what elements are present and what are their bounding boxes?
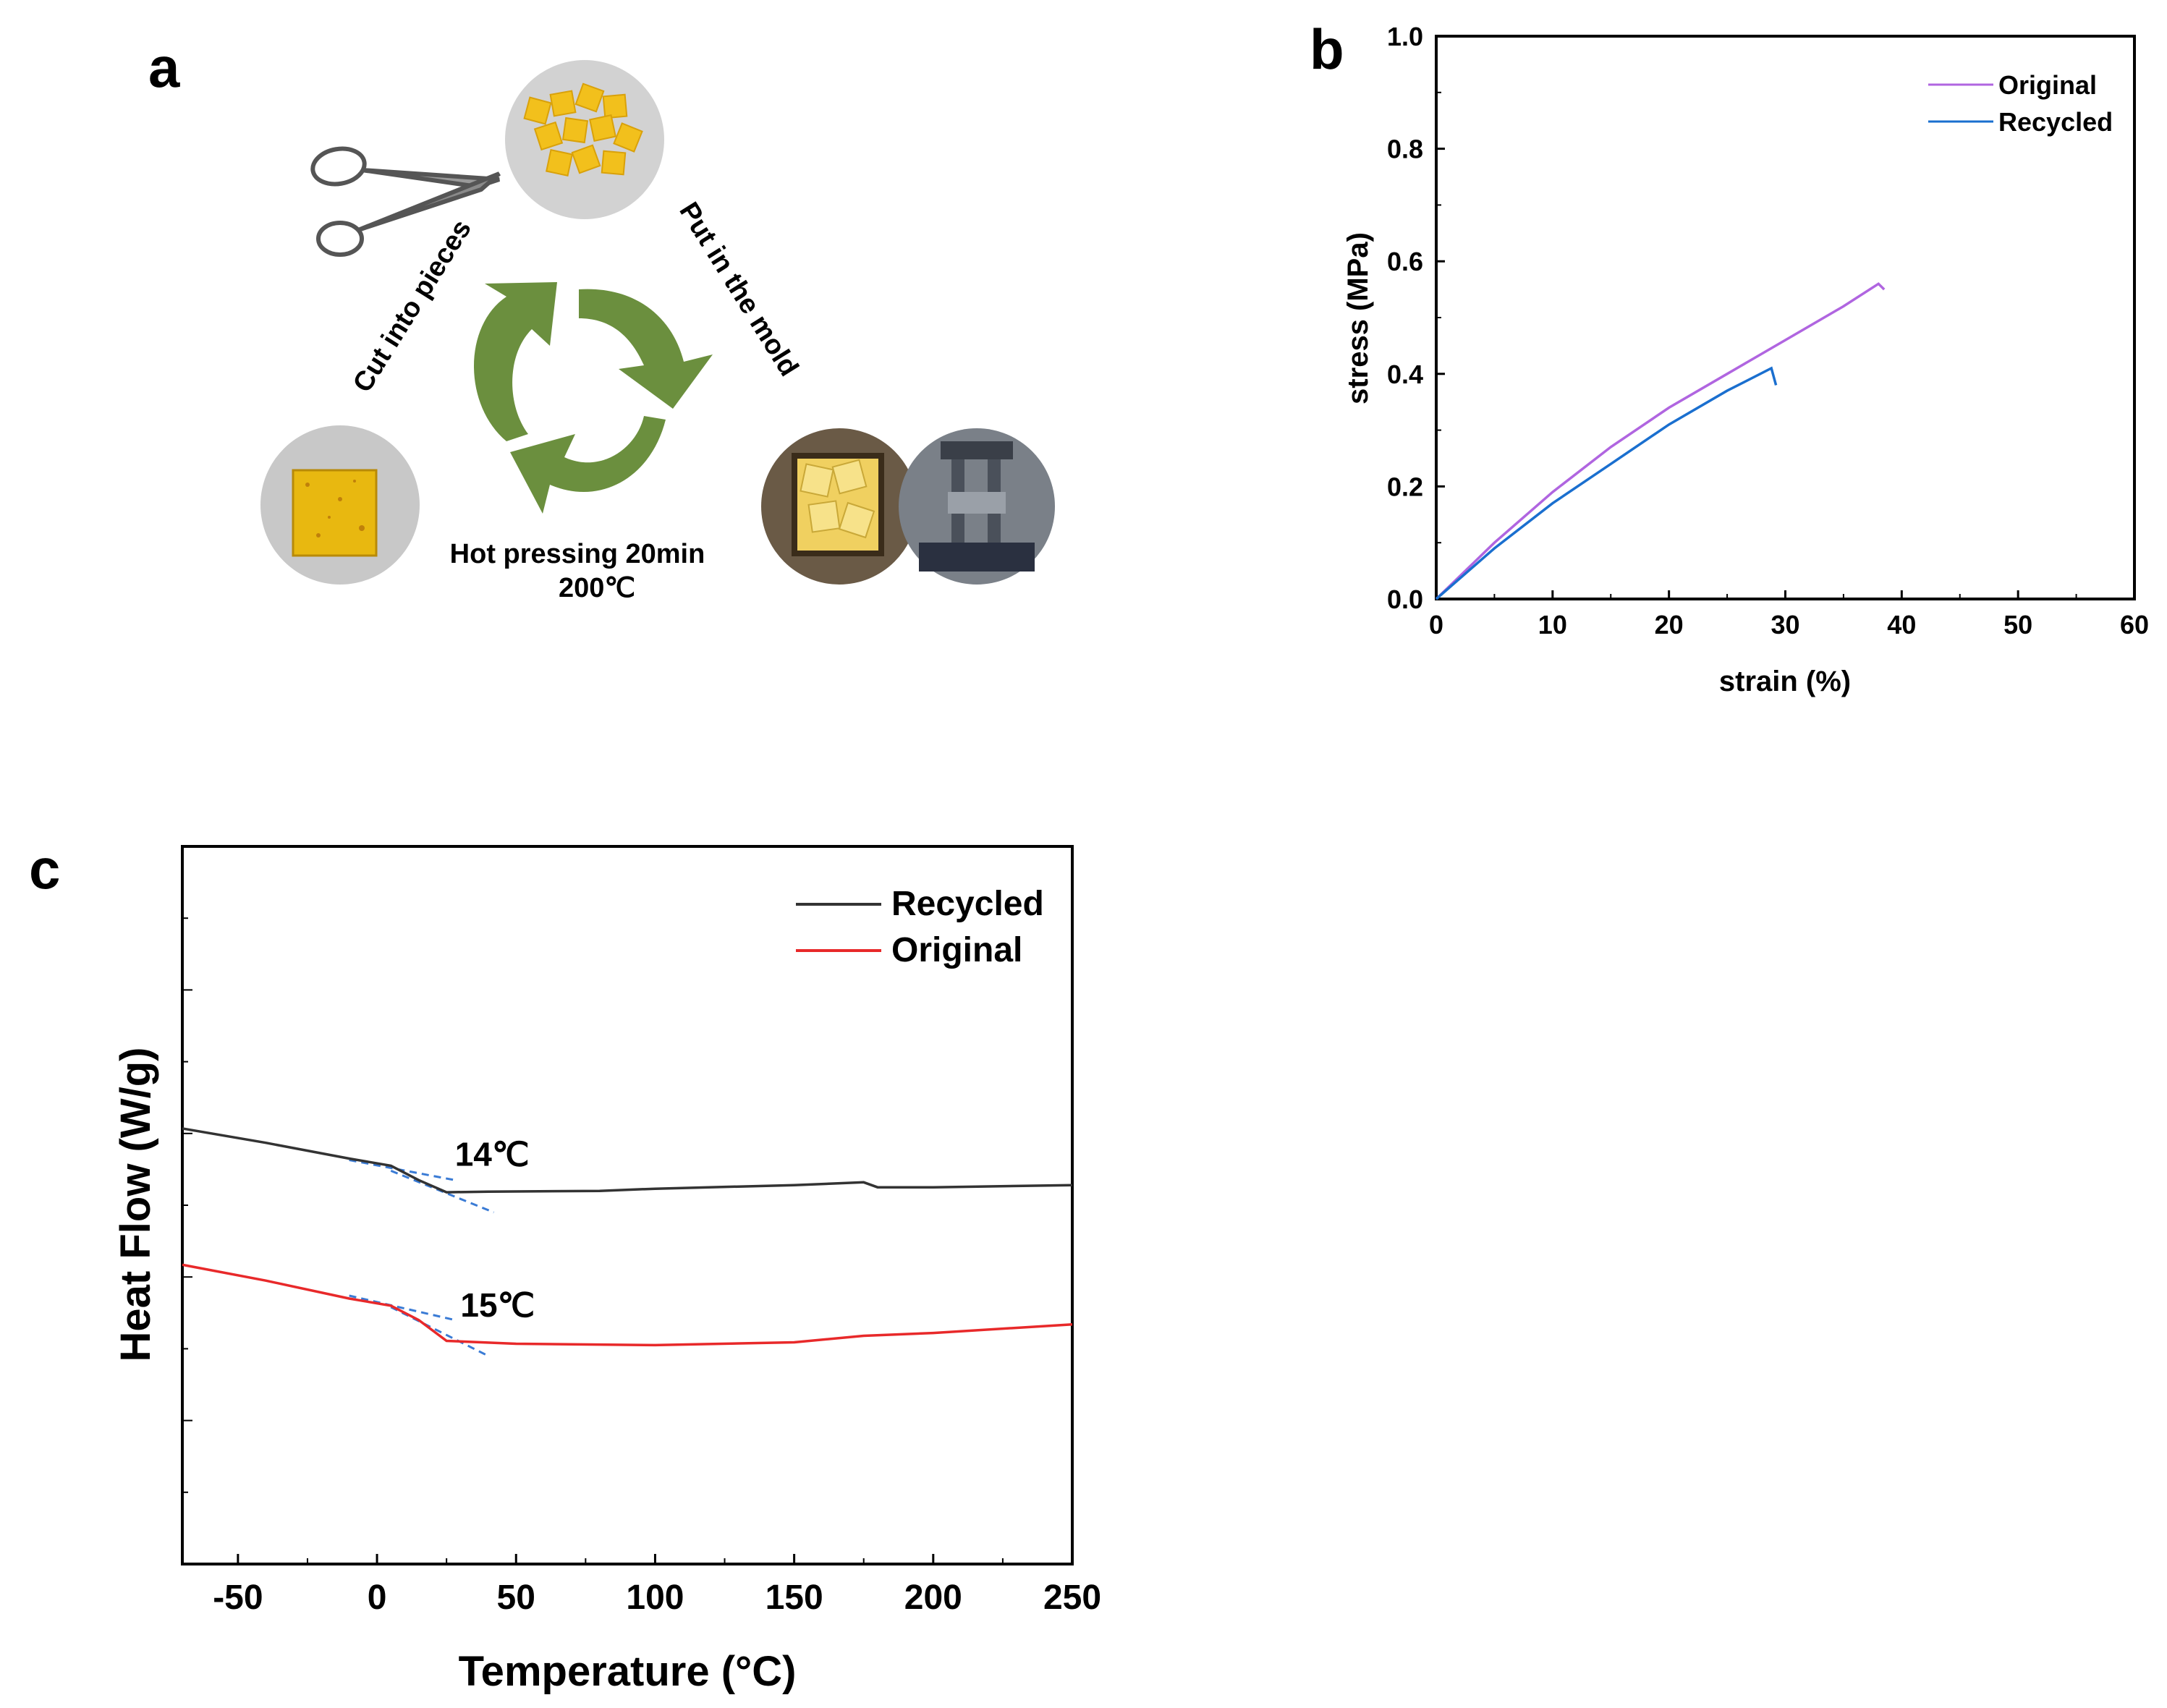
series-original-line	[1435, 282, 1886, 600]
y-tick-label: 1.0	[1387, 22, 1423, 51]
y-tick-label: 0.2	[1387, 472, 1423, 501]
x-tick-label: 10	[1538, 610, 1567, 640]
panel-c-annotations: 14℃ 15℃	[455, 1135, 535, 1323]
x-tick-label: 0	[1429, 610, 1443, 640]
panel-c-x-axis-label: Temperature (°C)	[459, 1648, 797, 1695]
film-photo	[260, 425, 420, 585]
mold-photo	[761, 428, 917, 585]
x-tick-label: 20	[1655, 610, 1684, 640]
step-mold-label: Put in the mold	[673, 197, 804, 382]
x-tick-label: 250	[1043, 1579, 1101, 1617]
panel-c-y-axis-label: Heat Flow (W/g)	[112, 1048, 159, 1362]
series-recycled-line	[1435, 366, 1778, 600]
x-tick-label: 40	[1887, 610, 1916, 640]
panel-b-letter: b	[1310, 17, 1344, 81]
legend-recycled-label: Recycled	[891, 885, 1044, 923]
step-cut-label: Cut into pieces	[347, 215, 478, 398]
x-tick-label: 30	[1771, 610, 1799, 640]
tangent-line	[349, 1294, 456, 1322]
y-tick-label: 0.6	[1387, 247, 1423, 276]
scissors-icon	[310, 146, 501, 257]
y-tick-label: 0.0	[1387, 585, 1423, 614]
x-tick-label: 60	[2120, 610, 2149, 640]
recycle-arrows-icon	[474, 282, 713, 514]
legend-original-label: Original	[891, 931, 1022, 969]
panel-c-letter: c	[29, 837, 60, 901]
panel-b-y-axis-label: stress (MPa)	[1342, 232, 1374, 404]
step-press-label: Hot pressing 20min	[450, 539, 705, 569]
x-tick-label: 0	[368, 1579, 387, 1617]
panel-b-series	[1435, 282, 1886, 600]
hot-press-photo	[899, 428, 1055, 585]
x-tick-label: 50	[497, 1579, 535, 1617]
panel-b-ticks: 0 10 20 30 40 50 60 0.0 0.2 0.4 0.6 0.8 1.0	[1387, 22, 2149, 640]
panel-b: b 0 10 20 30 40 50 60 0.0 0.2 0.4 0.6 0.8 1.0 strain…	[1310, 17, 2149, 697]
x-tick-label: 50	[2003, 610, 2032, 640]
panel-c-series	[182, 1127, 1073, 1347]
series-original-line	[182, 1263, 1073, 1347]
step-press-temp: 200℃	[559, 573, 635, 603]
tg-annotation: 15℃	[460, 1286, 535, 1324]
x-tick-label: 100	[626, 1579, 684, 1617]
panel-c-legend: Recycled Original	[796, 885, 1044, 969]
pieces-photo	[505, 60, 664, 219]
panel-b-legend: Original Recycled	[1928, 70, 2113, 137]
x-tick-label: -50	[213, 1579, 263, 1617]
panel-c-tangents	[349, 1159, 495, 1357]
panel-b-x-axis-label: strain (%)	[1719, 666, 1851, 697]
legend-original-label: Original	[1998, 70, 2097, 100]
panel-a-letter: a	[148, 35, 180, 99]
panel-c: c -50 0 50 100 150 200 250 14℃ 15℃ Temperature …	[29, 837, 1101, 1695]
legend-recycled-label: Recycled	[1998, 107, 2113, 137]
series-recycled-line	[182, 1127, 1073, 1194]
x-tick-label: 150	[766, 1579, 823, 1617]
tg-annotation: 14℃	[455, 1135, 530, 1173]
y-tick-label: 0.4	[1387, 360, 1423, 389]
panel-c-ticks: -50 0 50 100 150 200 250	[182, 917, 1101, 1617]
y-tick-label: 0.8	[1387, 135, 1423, 164]
x-tick-label: 200	[904, 1579, 962, 1617]
panel-a: a Cut into	[148, 35, 1055, 603]
